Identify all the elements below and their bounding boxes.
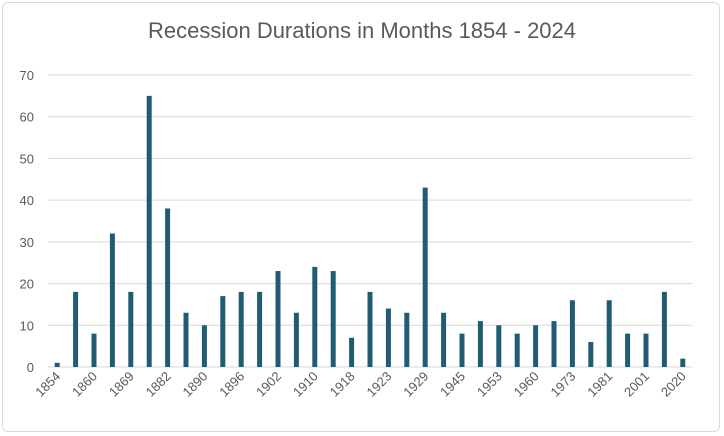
bar-1907 (293, 312, 299, 367)
bar-1948 (477, 321, 483, 367)
bar-1953 (496, 325, 502, 367)
y-tick-label: 50 (20, 151, 34, 166)
x-tick-label: 1910 (290, 369, 321, 400)
bar-1981 (606, 300, 612, 367)
bar-1945 (459, 333, 465, 367)
bar-1937 (441, 312, 447, 367)
bar-1973 (569, 300, 575, 367)
bar-1920 (367, 291, 373, 367)
x-tick-label: 1981 (584, 369, 615, 400)
bar-1990 (625, 333, 631, 367)
bar-1899 (257, 291, 263, 367)
bar-1923 (385, 308, 391, 367)
x-tick-label: 1896 (216, 369, 247, 400)
bar-1980 (588, 341, 594, 367)
x-tick-label: 1929 (400, 369, 431, 400)
bar-1960 (533, 325, 539, 367)
bar-1887 (183, 312, 189, 367)
chart-title: Recession Durations in Months 1854 - 202… (147, 18, 577, 43)
x-tick-label: 1869 (106, 369, 137, 400)
x-tick-label: 1882 (143, 369, 174, 400)
y-tick-label: 20 (20, 277, 34, 292)
x-tick-label: 1854 (32, 369, 63, 400)
x-tick-label: 1953 (474, 369, 505, 400)
x-tick-label: 1902 (253, 369, 284, 400)
gridlines (48, 74, 692, 368)
x-tick-label: 1918 (327, 369, 358, 400)
x-tick-label: 1923 (363, 369, 394, 400)
bar-1857 (73, 291, 79, 367)
x-tick-label: 1945 (437, 369, 468, 400)
x-tick-label: 1960 (511, 369, 542, 400)
bar-1854 (54, 362, 60, 367)
bar-1902 (275, 271, 281, 367)
bar-1882 (165, 208, 171, 367)
x-tick-label: 2001 (621, 369, 652, 400)
x-tick-label: 1973 (547, 369, 578, 400)
y-tick-label: 70 (20, 68, 34, 83)
y-tick-label: 40 (20, 193, 34, 208)
x-axis-ticks: 1854 1860 1869 1882 1890 1896 1902 1910 1918 1923… (32, 369, 689, 400)
y-tick-label: 60 (20, 110, 34, 125)
bar-2007 (661, 291, 667, 367)
bar-1865 (109, 233, 115, 367)
bar-1913 (330, 271, 336, 367)
bar-1969 (551, 321, 557, 367)
bar-1926 (404, 312, 410, 367)
bar-2020 (680, 358, 686, 367)
bar-2001 (643, 333, 649, 367)
x-tick-label: 1860 (69, 369, 100, 400)
chart-frame (2, 2, 720, 432)
bar-1957 (514, 333, 520, 367)
y-axis-ticks: 0 10 20 30 40 50 60 70 (20, 68, 34, 375)
x-tick-label: 1890 (179, 369, 210, 400)
x-tick-label: 2020 (658, 369, 689, 400)
bar-1869 (128, 291, 134, 367)
bar-1873 (146, 95, 152, 368)
bar-1929 (422, 187, 428, 367)
bar-1910 (312, 266, 318, 367)
y-tick-label: 10 (20, 318, 34, 333)
bars (54, 95, 686, 368)
bar-1918 (349, 337, 355, 367)
bar-1890 (201, 325, 207, 367)
bar-1893 (220, 296, 226, 367)
bar-1896 (238, 291, 244, 367)
y-tick-label: 0 (27, 360, 34, 375)
y-tick-label: 30 (20, 235, 34, 250)
bar-1860 (91, 333, 97, 367)
